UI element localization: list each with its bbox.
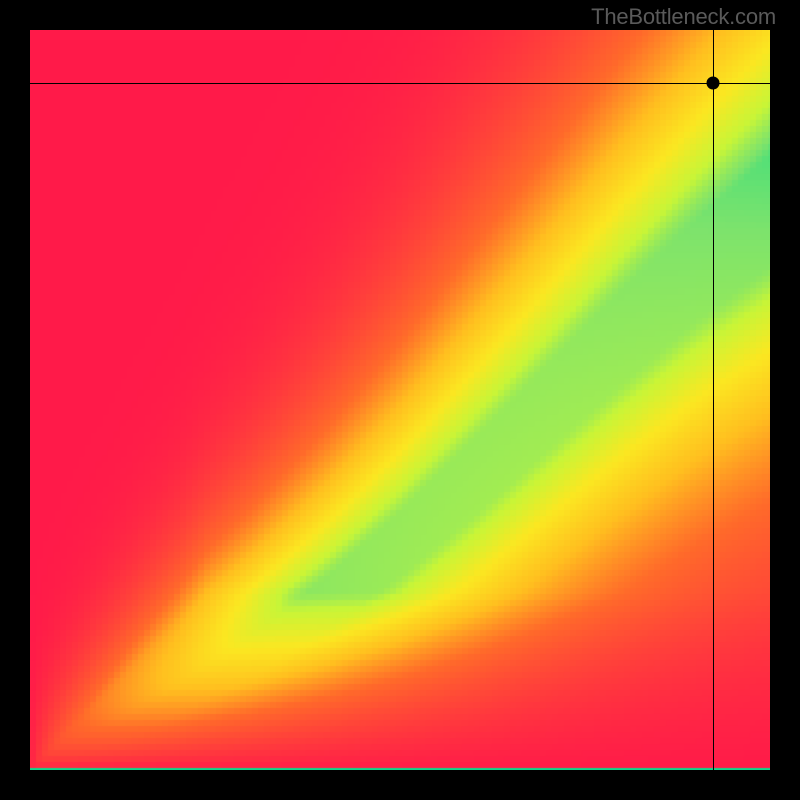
crosshair-vertical bbox=[713, 30, 714, 770]
heatmap-canvas bbox=[30, 30, 770, 770]
heatmap-plot bbox=[30, 30, 770, 770]
crosshair-marker bbox=[707, 77, 720, 90]
crosshair-horizontal bbox=[30, 83, 770, 84]
watermark-text: TheBottleneck.com bbox=[591, 4, 776, 30]
